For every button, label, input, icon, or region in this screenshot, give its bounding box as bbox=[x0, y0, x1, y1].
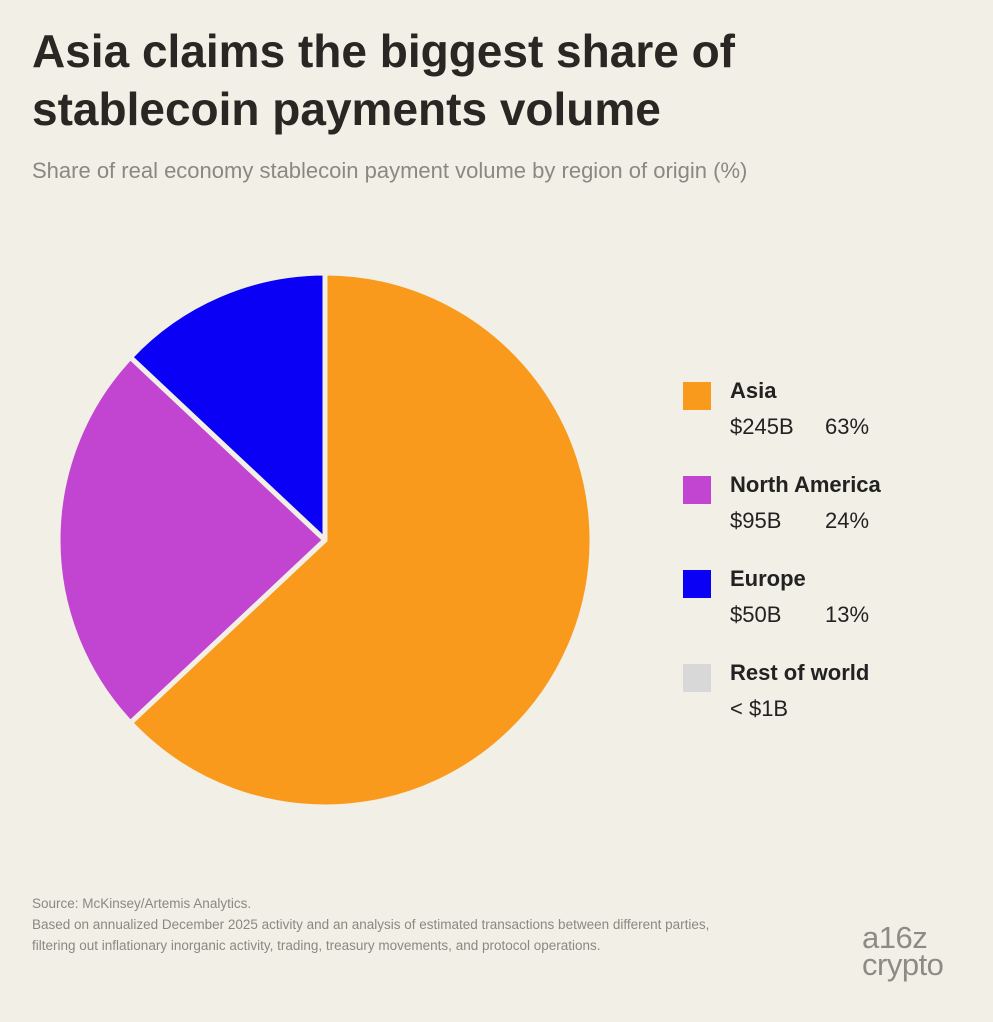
legend-item-rest-of-world: Rest of world < $1B bbox=[683, 660, 983, 754]
pie-slice-north-america bbox=[55, 354, 328, 726]
legend-item-europe: Europe $50B 13% bbox=[683, 566, 983, 660]
pie-chart bbox=[55, 270, 595, 810]
logo-line-1: a16z bbox=[862, 920, 928, 955]
legend-label-europe: Europe bbox=[730, 566, 806, 591]
pie-slice-asia bbox=[127, 270, 595, 810]
legend-percent-north-america: 24% bbox=[825, 508, 870, 533]
legend-swatch-north-america bbox=[683, 476, 711, 504]
legend-label-north-america: North America bbox=[730, 472, 881, 497]
legend-label-rest-of-world: Rest of world bbox=[730, 660, 870, 685]
source-note: Source: McKinsey/Artemis Analytics. bbox=[32, 896, 252, 911]
legend-swatch-europe bbox=[683, 570, 711, 598]
legend-item-north-america: North America $95B 24% bbox=[683, 472, 983, 566]
legend-swatch-asia bbox=[683, 382, 711, 410]
legend-label-asia: Asia bbox=[730, 378, 777, 403]
legend-amount-rest-of-world: < $1B bbox=[730, 696, 789, 721]
legend-amount-europe: $50B bbox=[730, 602, 782, 627]
legend-swatch-rest-of-world bbox=[683, 664, 711, 692]
legend-percent-asia: 63% bbox=[825, 414, 870, 439]
legend: Asia $245B 63% North America $95B 24% Eu… bbox=[683, 378, 983, 754]
pie-slice-europe bbox=[127, 270, 328, 543]
chart-subtitle: Share of real economy stablecoin payment… bbox=[32, 158, 748, 183]
legend-amount-asia: $245B bbox=[730, 414, 794, 439]
footer-notes: Source: McKinsey/Artemis Analytics. Base… bbox=[32, 893, 732, 956]
legend-item-asia: Asia $245B 63% bbox=[683, 378, 983, 472]
a16z-crypto-logo: a16z crypto bbox=[862, 920, 982, 982]
logo-line-2: crypto bbox=[862, 947, 944, 982]
methodology-note: Based on annualized December 2025 activi… bbox=[32, 917, 710, 953]
chart-title: Asia claims the biggest share of stablec… bbox=[32, 25, 736, 135]
legend-amount-north-america: $95B bbox=[730, 508, 782, 533]
legend-percent-europe: 13% bbox=[825, 602, 870, 627]
